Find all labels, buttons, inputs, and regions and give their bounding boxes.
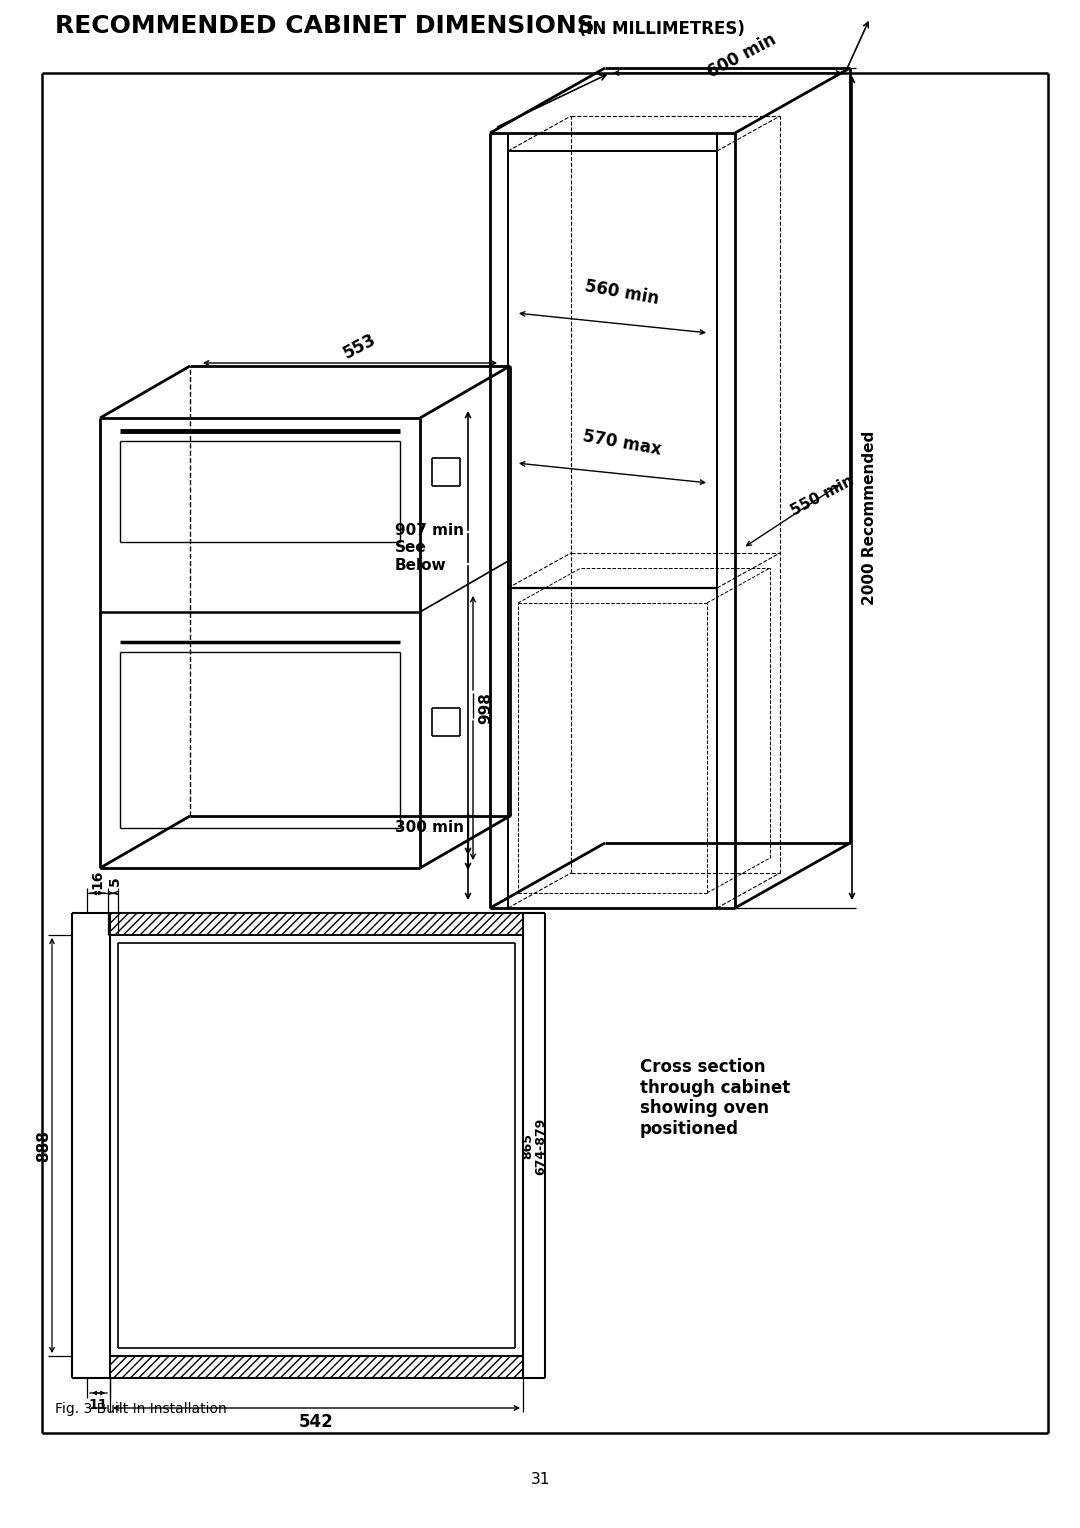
Text: 553: 553 <box>340 330 379 362</box>
Text: Fig. 3 Built In Installation: Fig. 3 Built In Installation <box>55 1403 227 1416</box>
Text: 542: 542 <box>299 1413 334 1432</box>
Text: (IN MILLIMETRES): (IN MILLIMETRES) <box>573 20 745 38</box>
Text: 888: 888 <box>37 1131 52 1161</box>
Text: Cross section
through cabinet
showing oven
positioned: Cross section through cabinet showing ov… <box>640 1057 791 1138</box>
Text: 600 min: 600 min <box>704 31 780 81</box>
Text: 11: 11 <box>89 1398 108 1412</box>
Text: 16: 16 <box>90 869 104 889</box>
Text: 31: 31 <box>530 1473 550 1487</box>
Bar <box>110 914 523 935</box>
Text: RECOMMENDED CABINET DIMENSIONS: RECOMMENDED CABINET DIMENSIONS <box>55 14 595 38</box>
Text: 5: 5 <box>108 876 122 886</box>
Text: 550 min: 550 min <box>788 474 856 520</box>
Text: 865: 865 <box>522 1132 535 1160</box>
Text: 674-879: 674-879 <box>535 1117 548 1175</box>
Bar <box>110 1355 523 1378</box>
Text: 560 min: 560 min <box>583 278 661 309</box>
Text: 300 min: 300 min <box>395 821 464 836</box>
Text: 2000 Recommended: 2000 Recommended <box>863 431 877 605</box>
Text: 998: 998 <box>478 692 492 724</box>
Text: 907 min
See
Below: 907 min See Below <box>395 523 464 573</box>
Text: 570 max: 570 max <box>581 428 663 458</box>
